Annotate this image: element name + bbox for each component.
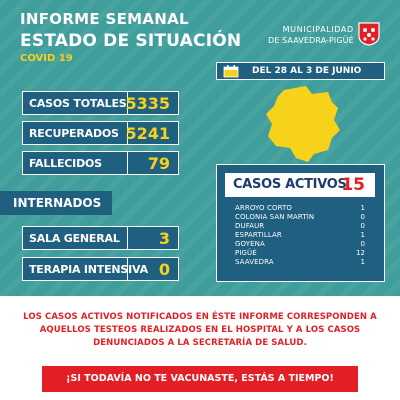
municipality-city: SAAVEDRA-PIGÜÉ <box>282 36 354 45</box>
active-cases-box: CASOS ACTIVOS 15 <box>225 173 375 197</box>
notice-text: LOS CASOS ACTIVOS NOTIFICADOS EN ÉSTE IN… <box>23 312 377 348</box>
municipality-line2: DE SAAVEDRA-PIGÜÉ <box>268 35 354 46</box>
stat-label: FALLECIDOS <box>29 157 102 170</box>
active-cases-value: 15 <box>341 175 365 195</box>
list-item: ARROYO CORTO 1 <box>235 204 375 213</box>
list-item: ESPARTILLAR 1 <box>235 231 375 240</box>
locality-value: 0 <box>360 240 365 248</box>
localities-list: ARROYO CORTO 1 COLONIA SAN MARTÍN 0 DUFA… <box>235 204 375 267</box>
stat-value: 79 <box>147 154 170 173</box>
active-cases-panel: CASOS ACTIVOS 15 ARROYO CORTO 1 COLONIA … <box>216 164 385 282</box>
calendar-icon <box>223 65 239 78</box>
active-cases-label: CASOS ACTIVOS <box>233 177 347 192</box>
municipality-logo-icon <box>358 22 380 46</box>
municipality-name: MUNICIPALIDAD DE SAAVEDRA-PIGÜÉ <box>268 24 354 46</box>
vaccination-text: ¡SI TODAVÍA NO TE VACUNASTE, ESTÁS A TIE… <box>66 373 334 384</box>
locality-name: PIGÜÉ <box>235 249 257 257</box>
locality-name: SAAVEDRA <box>235 258 274 266</box>
covid-label: COVID 19 <box>20 53 73 64</box>
date-range-text: DEL 28 AL 3 DE JUNIO <box>252 66 362 76</box>
stat-label: CASOS TOTALES <box>29 97 127 110</box>
report-title: INFORME SEMANAL <box>20 10 189 28</box>
vaccination-banner: ¡SI TODAVÍA NO TE VACUNASTE, ESTÁS A TIE… <box>42 366 358 392</box>
locality-value: 1 <box>360 204 365 212</box>
stat-divider <box>127 92 128 114</box>
stat-divider <box>127 227 128 249</box>
list-item: DUFAUR 0 <box>235 222 375 231</box>
internados-banner: INTERNADOS <box>0 191 112 215</box>
locality-name: ARROYO CORTO <box>235 204 293 212</box>
locality-value: 1 <box>360 258 365 266</box>
list-item: COLONIA SAN MARTÍN 0 <box>235 213 375 222</box>
stat-label: SALA GENERAL <box>29 232 120 245</box>
stat-recovered: RECUPERADOS 5241 <box>22 121 179 145</box>
stat-deceased: FALLECIDOS 79 <box>22 151 179 175</box>
locality-name: DUFAUR <box>235 222 265 230</box>
stat-total-cases: CASOS TOTALES 5335 <box>22 91 179 115</box>
stat-label: RECUPERADOS <box>29 127 119 140</box>
locality-value: 0 <box>360 213 365 221</box>
stat-value: 5241 <box>125 124 170 143</box>
stat-general-ward: SALA GENERAL 3 <box>22 226 179 250</box>
stat-intensive-care: TERAPIA INTENSIVA 0 <box>22 257 179 281</box>
district-map <box>266 86 340 162</box>
internados-title: INTERNADOS <box>13 196 102 210</box>
locality-value: 0 <box>360 222 365 230</box>
locality-value: 12 <box>356 249 365 257</box>
stat-value: 5335 <box>125 94 170 113</box>
locality-value: 1 <box>360 231 365 239</box>
date-range-bar: DEL 28 AL 3 DE JUNIO <box>216 62 385 80</box>
stat-label: TERAPIA INTENSIVA <box>29 263 148 276</box>
list-item: SAAVEDRA 1 <box>235 258 375 267</box>
stat-divider <box>127 122 128 144</box>
stat-value: 3 <box>158 229 170 248</box>
footer-panel: LOS CASOS ACTIVOS NOTIFICADOS EN ÉSTE IN… <box>0 296 400 400</box>
report-subtitle: ESTADO DE SITUACIÓN <box>20 31 242 51</box>
list-item: GOYENA 0 <box>235 240 375 249</box>
municipality-line1: MUNICIPALIDAD <box>282 25 354 34</box>
locality-name: GOYENA <box>235 240 265 248</box>
municipality-prefix: DE <box>268 36 280 45</box>
list-item: PIGÜÉ 12 <box>235 249 375 258</box>
stat-value: 0 <box>158 260 170 279</box>
locality-name: COLONIA SAN MARTÍN <box>235 213 315 221</box>
stat-divider <box>127 258 128 280</box>
locality-name: ESPARTILLAR <box>235 231 282 239</box>
stat-divider <box>127 152 128 174</box>
